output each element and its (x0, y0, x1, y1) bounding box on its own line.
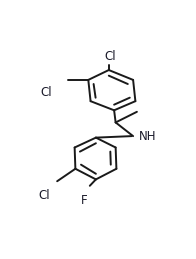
Text: F: F (81, 194, 88, 207)
Text: Cl: Cl (104, 50, 116, 63)
Text: Cl: Cl (38, 189, 50, 202)
Text: NH: NH (138, 130, 156, 143)
Text: Cl: Cl (40, 85, 52, 99)
